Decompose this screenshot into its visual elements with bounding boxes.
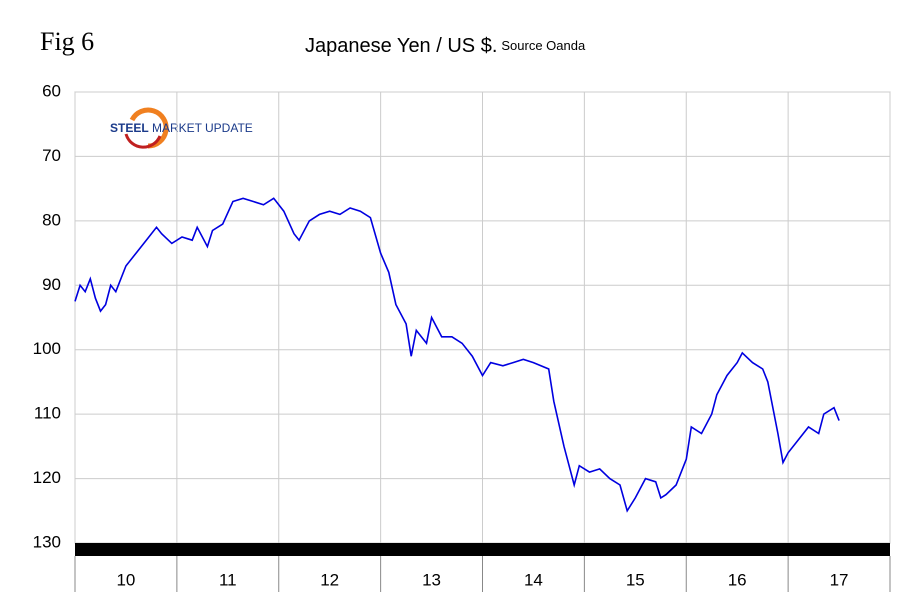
- y-tick-label: 70: [42, 146, 61, 165]
- y-tick-label: 100: [33, 339, 61, 358]
- figure-label: Fig 6: [40, 27, 94, 56]
- x-tick-label: 17: [830, 570, 849, 589]
- title-text: Japanese Yen / US $.: [305, 35, 497, 57]
- line-series: [74, 197, 840, 513]
- x-tick-label: 12: [320, 570, 339, 589]
- logo-text: UPDATE: [205, 121, 253, 135]
- y-tick-label: 120: [33, 468, 61, 487]
- x-tick-label: 13: [422, 570, 441, 589]
- y-tick-label: 110: [34, 404, 61, 423]
- logo-arc: [124, 133, 162, 149]
- x-tick-label: 16: [728, 570, 747, 589]
- y-tick-label: 90: [42, 275, 61, 294]
- axis-bar: [75, 543, 890, 556]
- x-tick-label: 14: [524, 570, 543, 589]
- logo-text: STEEL: [110, 121, 149, 135]
- y-tick-label: 130: [33, 532, 61, 551]
- x-tick-label: 11: [219, 570, 237, 589]
- logo-arc: [129, 107, 169, 149]
- y-tick-label: 60: [42, 81, 61, 100]
- x-tick-label: 15: [626, 570, 645, 589]
- chart-title: Japanese Yen / US $. Source Oanda: [305, 35, 586, 57]
- x-tick-label: 10: [116, 570, 135, 589]
- logo: STEEL MARKET UPDATE: [110, 107, 253, 149]
- y-tick-label: 80: [42, 210, 61, 229]
- subtitle: Source Oanda: [501, 38, 586, 53]
